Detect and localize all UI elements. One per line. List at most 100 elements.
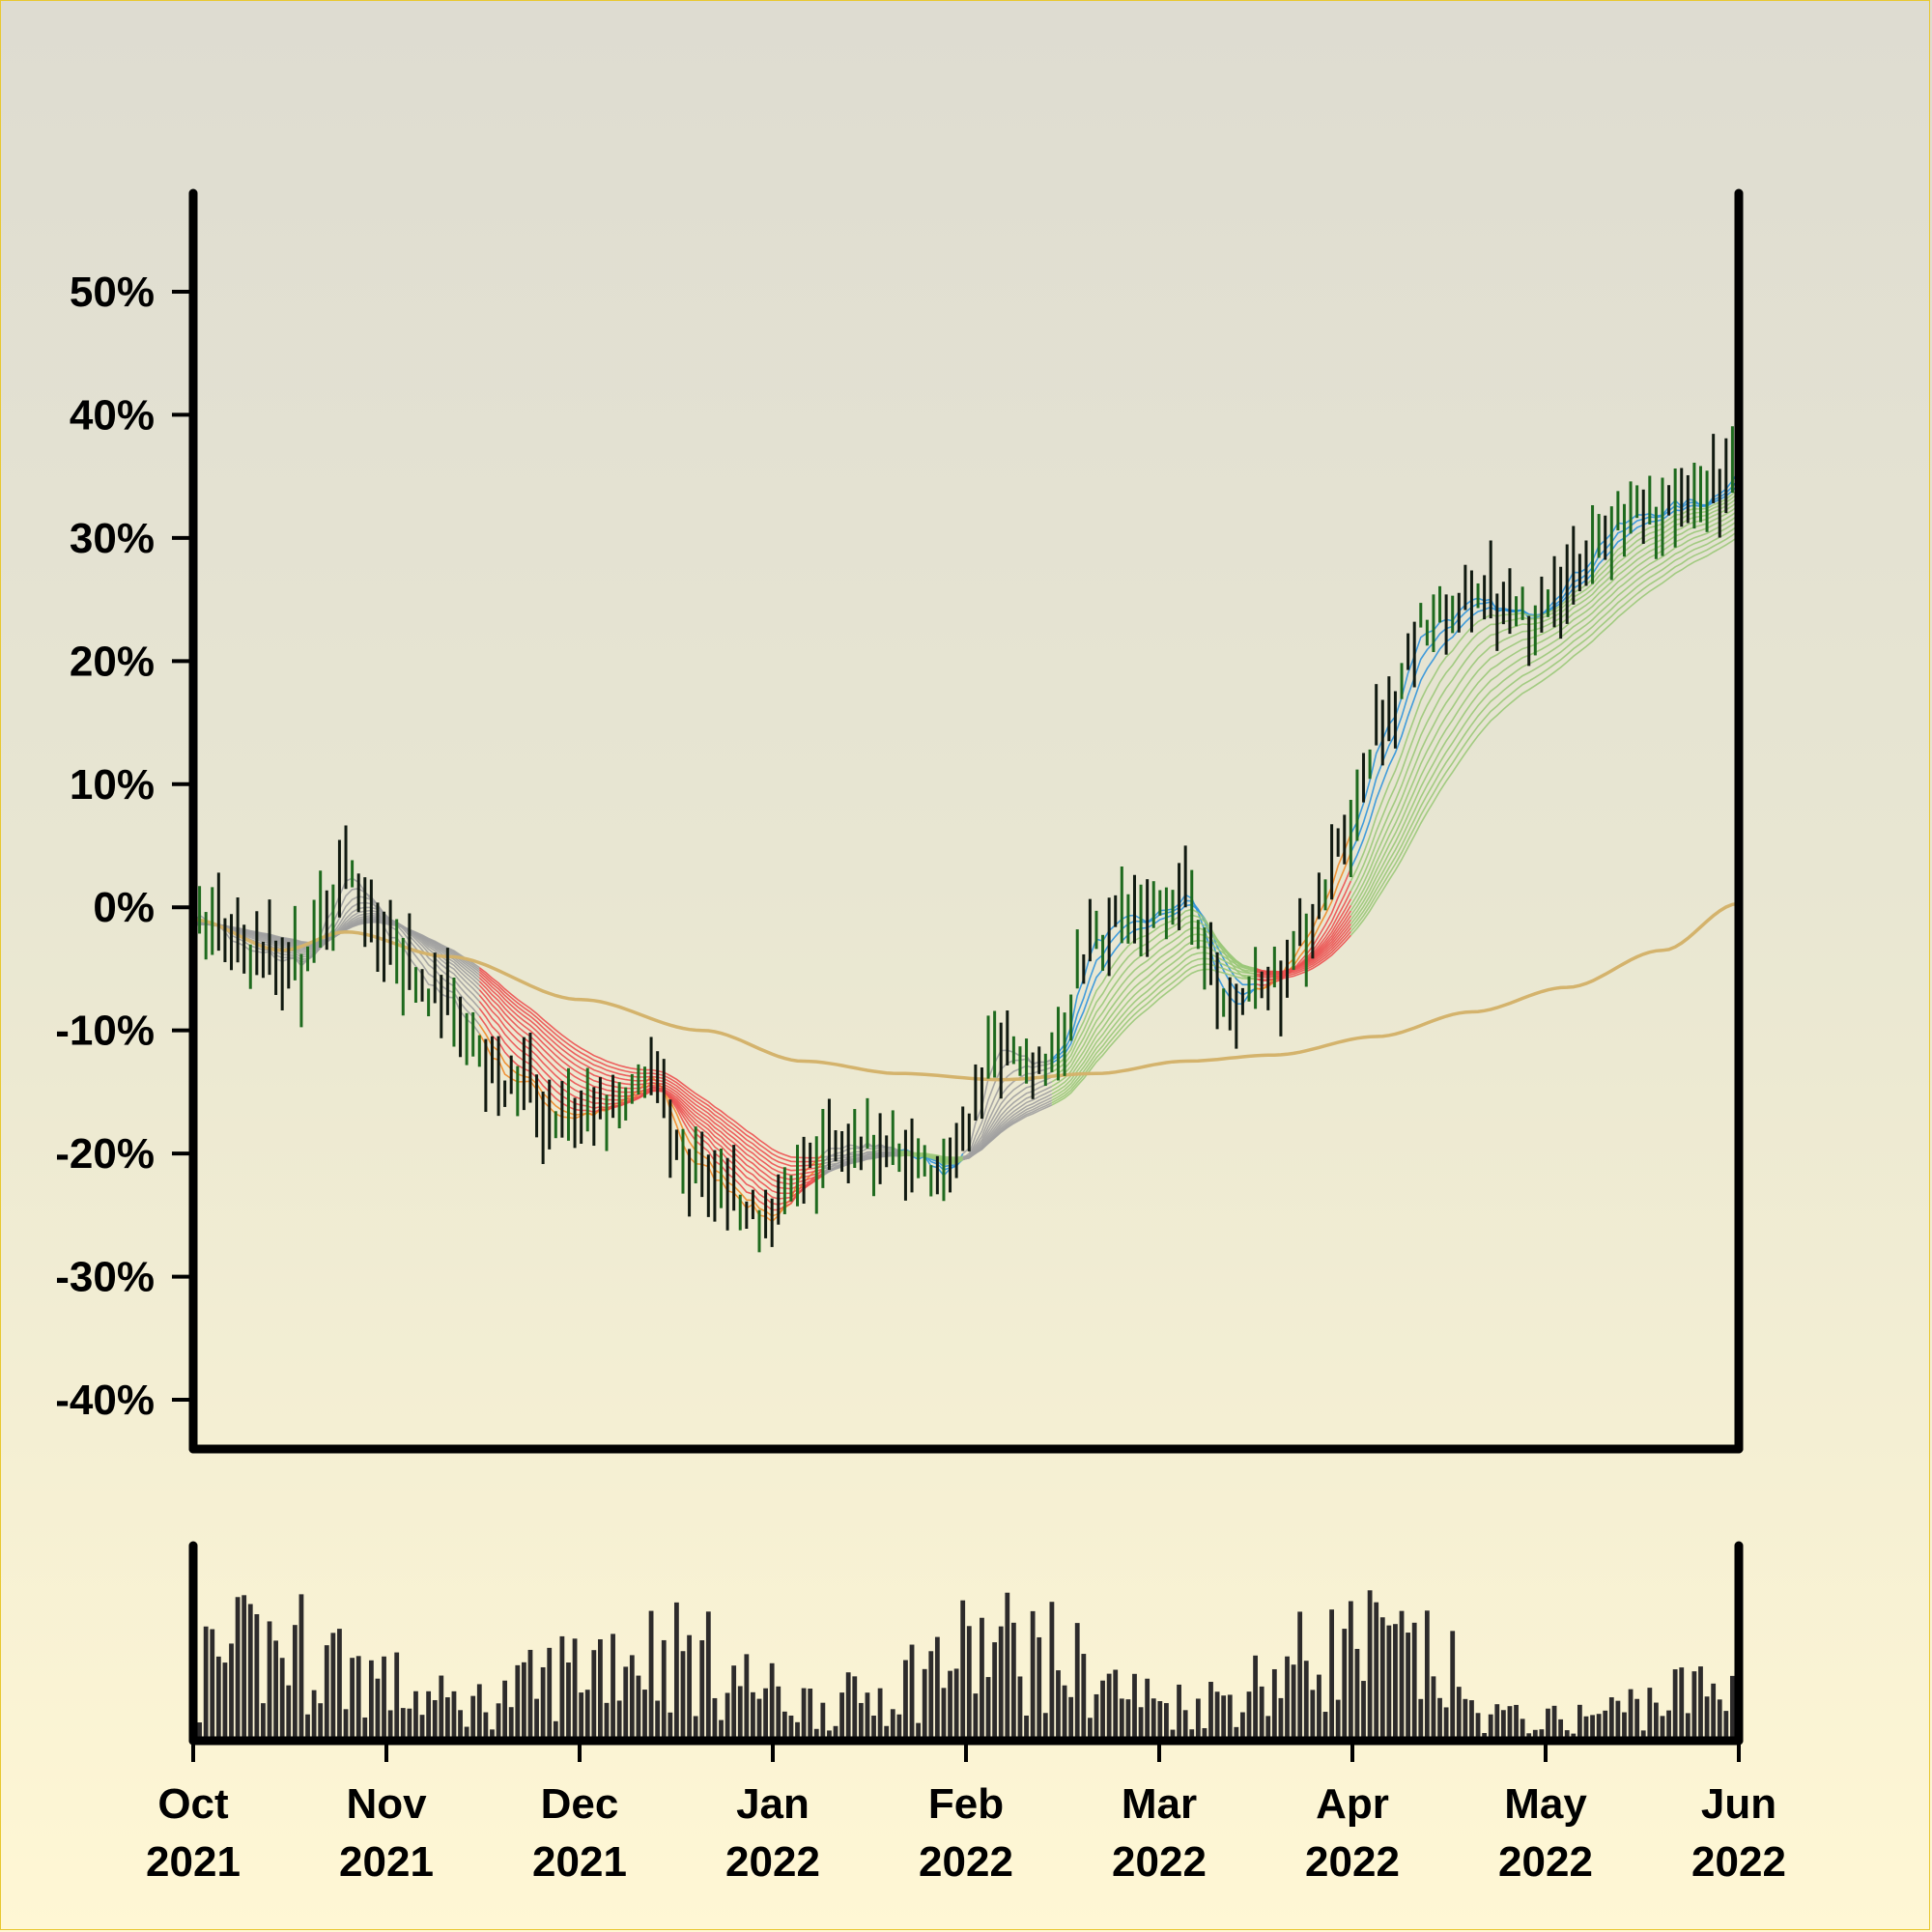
volume-bar bbox=[197, 1722, 202, 1741]
volume-bar bbox=[953, 1668, 959, 1741]
volume-bar bbox=[1170, 1729, 1176, 1741]
ema-ribbon-line bbox=[1255, 852, 1352, 990]
volume-bar bbox=[642, 1690, 647, 1741]
volume-bar bbox=[387, 1710, 393, 1741]
volume-bar bbox=[934, 1636, 940, 1741]
x-tick-year: 2022 bbox=[919, 1838, 1013, 1886]
volume-bar bbox=[1151, 1698, 1156, 1741]
volume-bar bbox=[1463, 1698, 1468, 1741]
x-tick-month: Jun bbox=[1701, 1780, 1776, 1828]
volume-bar bbox=[413, 1690, 418, 1741]
volume-bar bbox=[1494, 1704, 1500, 1741]
volume-bar bbox=[808, 1689, 813, 1741]
volume-bar bbox=[1393, 1624, 1398, 1741]
volume-bar bbox=[1679, 1667, 1685, 1741]
x-tick-month: Dec bbox=[541, 1780, 619, 1828]
volume-bar bbox=[1660, 1716, 1665, 1741]
ema-ribbon-line bbox=[1051, 933, 1256, 1088]
ema-ribbon-line bbox=[1255, 926, 1352, 977]
volume-bar bbox=[515, 1664, 521, 1741]
volume-bar bbox=[1730, 1675, 1735, 1741]
volume-bar bbox=[222, 1662, 228, 1741]
volume-bar bbox=[254, 1614, 260, 1741]
volume-bar bbox=[795, 1721, 800, 1741]
x-tick-year: 2022 bbox=[1305, 1838, 1400, 1886]
volume-bar bbox=[451, 1690, 457, 1741]
volume-bar bbox=[820, 1702, 826, 1741]
volume-bar bbox=[1049, 1602, 1055, 1741]
volume-bar bbox=[1100, 1680, 1105, 1741]
volume-bar bbox=[394, 1652, 400, 1741]
ema-ribbon-line bbox=[962, 1065, 1053, 1161]
volume-bar bbox=[1437, 1697, 1442, 1741]
volume-bar bbox=[318, 1703, 324, 1741]
volume-bar bbox=[744, 1654, 750, 1741]
volume-bar bbox=[261, 1703, 266, 1741]
volume-bar bbox=[470, 1695, 476, 1741]
volume-bar bbox=[1042, 1713, 1048, 1741]
ribbon-layer bbox=[192, 469, 1740, 1223]
volume-bar bbox=[502, 1680, 508, 1741]
volume-bar bbox=[1608, 1697, 1614, 1741]
volume-bar bbox=[382, 1656, 386, 1741]
ema-ribbon-line bbox=[1051, 939, 1256, 1092]
volume-bar bbox=[1711, 1683, 1717, 1741]
volume-bar bbox=[737, 1686, 743, 1741]
volume-bar bbox=[616, 1700, 622, 1741]
volume-bar bbox=[1418, 1698, 1424, 1741]
volume-bar bbox=[1195, 1698, 1201, 1741]
volume-bar bbox=[407, 1708, 412, 1741]
volume-bar bbox=[763, 1688, 768, 1741]
y-tick-label: 0% bbox=[93, 884, 155, 931]
volume-bar bbox=[884, 1725, 890, 1741]
volume-bar bbox=[1367, 1590, 1373, 1741]
volume-bar bbox=[839, 1692, 845, 1741]
volume-bar bbox=[1354, 1648, 1360, 1741]
y-tick-label: -30% bbox=[55, 1254, 155, 1301]
volume-bar bbox=[1056, 1670, 1061, 1741]
volume-bar bbox=[719, 1719, 724, 1741]
x-tick-year: 2022 bbox=[1112, 1838, 1207, 1886]
volume-bar bbox=[444, 1697, 450, 1741]
ema-ribbon-line bbox=[192, 887, 480, 1026]
volume-bar bbox=[960, 1600, 966, 1741]
volume-bar bbox=[1068, 1696, 1074, 1741]
volume-bar bbox=[852, 1676, 858, 1741]
volume-bar bbox=[896, 1714, 902, 1741]
volume-bar bbox=[922, 1668, 927, 1741]
volume-bar bbox=[1037, 1636, 1042, 1741]
volume-bar bbox=[1672, 1669, 1678, 1741]
volume-bar bbox=[916, 1722, 922, 1741]
volume-bar bbox=[1189, 1729, 1195, 1741]
volume-bar bbox=[833, 1725, 838, 1741]
volume-bar bbox=[1342, 1629, 1348, 1741]
volume-bar bbox=[1654, 1702, 1659, 1741]
volume-bar bbox=[1157, 1700, 1163, 1741]
volume-bar bbox=[1583, 1716, 1589, 1741]
volume-axes bbox=[188, 1541, 1744, 1746]
volume-bar bbox=[724, 1692, 730, 1741]
price-bars-layer bbox=[191, 417, 1741, 1253]
ema-ribbon-line bbox=[962, 1081, 1053, 1161]
volume-bar bbox=[1399, 1610, 1405, 1741]
volume-bar bbox=[1297, 1611, 1303, 1741]
volume-bar bbox=[496, 1703, 501, 1741]
volume-bar bbox=[781, 1711, 787, 1741]
volume-bar bbox=[611, 1634, 615, 1741]
volume-bar bbox=[210, 1629, 215, 1741]
volume-bar bbox=[668, 1712, 673, 1741]
volume-bar bbox=[490, 1729, 495, 1741]
volume-bar bbox=[1094, 1693, 1099, 1741]
volume-bar bbox=[1081, 1654, 1087, 1741]
ema-ribbon-line bbox=[1255, 930, 1352, 979]
volume-bar bbox=[1087, 1718, 1093, 1741]
volume-bars-layer bbox=[190, 1590, 1742, 1741]
ema-ribbon-line bbox=[1051, 968, 1256, 1106]
volume-bar bbox=[1564, 1730, 1570, 1741]
volume-bar bbox=[591, 1650, 597, 1741]
volume-bar bbox=[1406, 1633, 1411, 1741]
volume-bar bbox=[1253, 1655, 1258, 1741]
volume-bar bbox=[1500, 1710, 1506, 1741]
y-tick-label: 30% bbox=[70, 515, 155, 562]
